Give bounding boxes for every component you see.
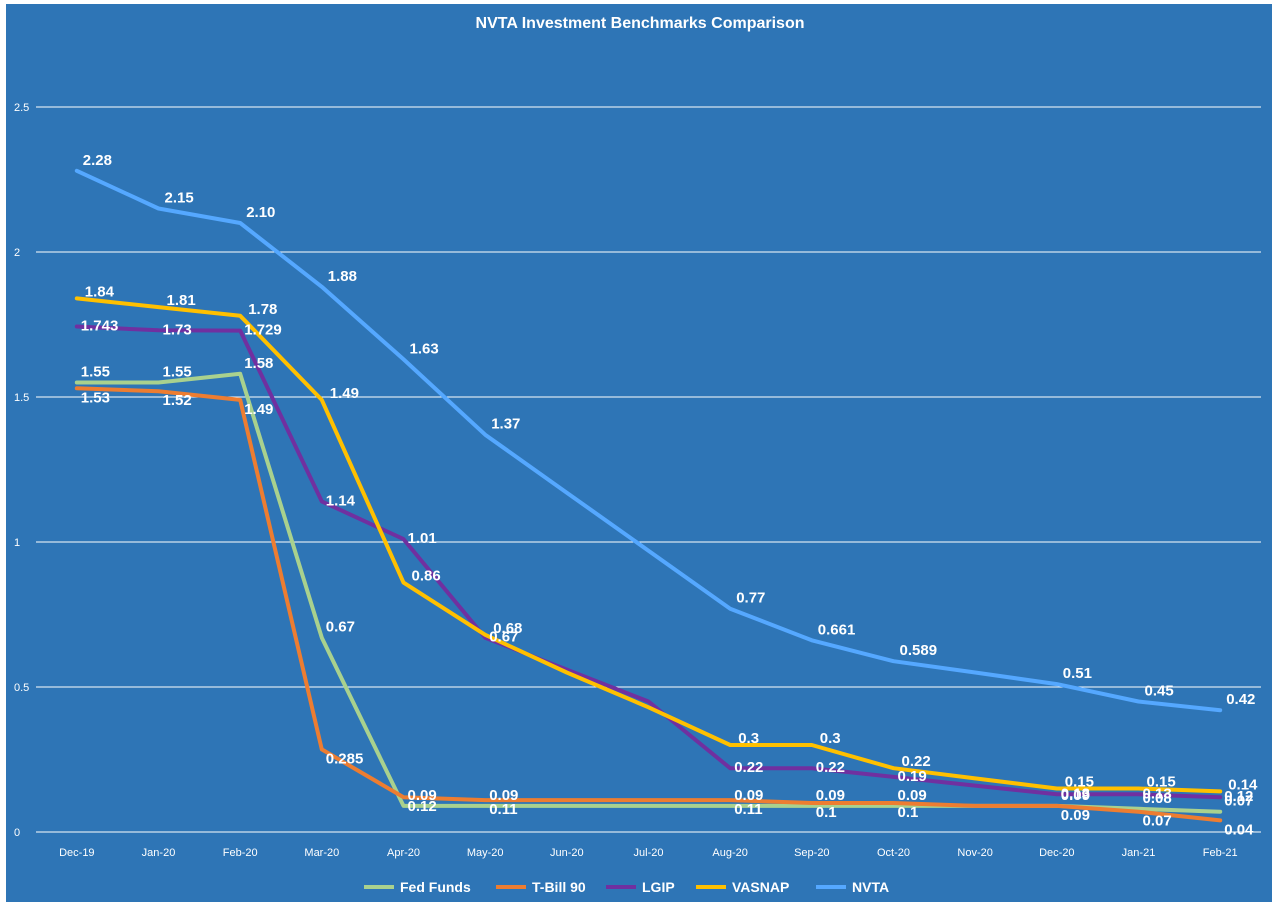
y-tick-label: 1	[14, 537, 20, 549]
gridlines	[36, 106, 1261, 833]
data-label: 0.15	[1147, 774, 1176, 791]
series-line-3	[74, 296, 1223, 794]
x-tick-label: Jul-20	[634, 847, 664, 859]
x-tick-label: Nov-20	[957, 847, 992, 859]
legend-label: T-Bill 90	[532, 879, 586, 895]
series-line-2	[74, 324, 1223, 800]
data-label: 0.22	[816, 759, 845, 776]
data-label: 0.11	[489, 801, 517, 818]
data-label: 1.73	[163, 321, 192, 338]
data-label: 1.01	[408, 530, 437, 547]
data-label: 1.55	[163, 364, 192, 381]
x-tick-label: Mar-20	[304, 847, 339, 859]
data-label: 0.67	[489, 629, 518, 646]
data-label: 0.22	[734, 759, 763, 776]
data-label: 1.14	[326, 492, 356, 509]
data-label: 0.285	[326, 750, 364, 767]
data-label: 1.52	[163, 392, 192, 409]
data-label: 1.63	[410, 340, 439, 357]
data-label: 0.08	[1143, 790, 1172, 807]
data-labels: 1.55 1.55 1.58 0.67 0.09 0.09 0.09 0.09 0.09 0.09…	[81, 152, 1258, 839]
data-label: 0.12	[408, 798, 437, 815]
data-label: 1.81	[167, 292, 196, 309]
data-label: 1.49	[244, 401, 273, 418]
data-label: 0.1	[816, 804, 837, 821]
x-tick-label: Jan-21	[1122, 847, 1156, 859]
data-label: 0.09	[734, 787, 763, 804]
x-tick-label: Oct-20	[877, 847, 910, 859]
data-label: 0.07	[1143, 813, 1172, 830]
data-label: 0.19	[898, 768, 927, 785]
x-tick-label: May-20	[467, 847, 504, 859]
data-label: 1.78	[248, 301, 277, 318]
line-chart: NVTA Investment Benchmarks Comparison 00…	[14, 15, 1261, 895]
data-label: 1.88	[328, 268, 357, 285]
data-label: 0.77	[736, 590, 765, 607]
data-label: 0.13	[1143, 785, 1172, 802]
data-label: 2.15	[165, 190, 194, 207]
data-label: 1.55	[81, 364, 110, 381]
y-tick-label: 2	[14, 247, 20, 259]
data-label: 1.84	[85, 283, 115, 300]
data-label: 0.09	[898, 787, 927, 804]
y-tick-label: 2.5	[14, 102, 29, 114]
data-label: 0.09	[816, 787, 845, 804]
data-label: 0.12	[1224, 788, 1253, 805]
legend-label: LGIP	[642, 879, 675, 895]
series-line-1	[74, 386, 1223, 823]
data-label: 1.49	[330, 385, 359, 402]
chart-title: NVTA Investment Benchmarks Comparison	[476, 15, 805, 32]
data-label: 0.42	[1226, 691, 1255, 708]
x-tick-label: Feb-21	[1203, 847, 1238, 859]
y-axis: 0 0.5 1 1.5 2 2.5	[14, 102, 29, 839]
data-label: 0.51	[1063, 665, 1092, 682]
data-label: 0.15	[1065, 774, 1094, 791]
legend-label: Fed Funds	[400, 879, 471, 895]
x-tick-label: Sep-20	[794, 847, 829, 859]
x-tick-label: Feb-20	[223, 847, 258, 859]
data-label: 1.37	[491, 416, 520, 433]
data-label: 0.22	[902, 753, 931, 770]
data-label: 0.1	[898, 804, 919, 821]
series-line-4	[74, 168, 1223, 713]
x-tick-label: Dec-19	[59, 847, 94, 859]
data-label: 1.58	[244, 355, 273, 372]
data-label: 0.14	[1228, 776, 1258, 793]
y-tick-label: 0	[14, 827, 20, 839]
data-label: 1.743	[81, 318, 119, 335]
data-label: 0.86	[412, 568, 441, 585]
data-label: 0.04	[1224, 821, 1254, 838]
x-tick-label: Apr-20	[387, 847, 420, 859]
data-label: 0.68	[493, 620, 522, 637]
data-label: 0.589	[900, 642, 938, 659]
data-label: 2.28	[83, 152, 112, 169]
data-label: 0.67	[326, 619, 355, 636]
data-label: 2.10	[246, 204, 275, 221]
data-label: 0.07	[1224, 793, 1253, 810]
data-label: 0.3	[820, 730, 841, 747]
y-tick-label: 0.5	[14, 682, 29, 694]
legend-label: NVTA	[852, 879, 889, 895]
legend: Fed Funds T-Bill 90 LGIP VASNAP NVTA	[364, 879, 889, 895]
data-label: 0.45	[1145, 683, 1174, 700]
x-tick-label: Jun-20	[550, 847, 584, 859]
x-tick-label: Jan-20	[142, 847, 176, 859]
series-lines	[74, 168, 1223, 823]
data-label: 0.09	[408, 787, 437, 804]
data-label: 0.09	[1061, 787, 1090, 804]
y-tick-label: 1.5	[14, 392, 29, 404]
data-label: 0.3	[738, 730, 759, 747]
data-label: 1.53	[81, 389, 110, 406]
x-tick-label: Aug-20	[712, 847, 747, 859]
data-label: 0.13	[1061, 785, 1090, 802]
legend-label: VASNAP	[732, 879, 789, 895]
data-label: 0.09	[1061, 807, 1090, 824]
data-label: 1.729	[244, 322, 282, 339]
x-tick-label: Dec-20	[1039, 847, 1074, 859]
data-label: 0.661	[818, 621, 856, 638]
data-label: 0.11	[734, 801, 762, 818]
data-label: 0.09	[489, 787, 518, 804]
x-axis: Dec-19 Jan-20 Feb-20 Mar-20 Apr-20 May-20 Jun-…	[59, 847, 1237, 859]
